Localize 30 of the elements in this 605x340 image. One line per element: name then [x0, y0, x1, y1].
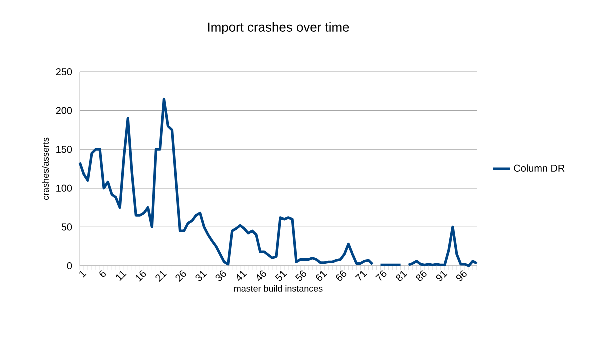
y-tick-label: 150: [56, 146, 72, 154]
x-tick-label: 41: [237, 271, 248, 281]
x-tick-label: 26: [176, 270, 186, 282]
x-tick-label: 36: [216, 270, 226, 282]
x-tick-label: 86: [416, 270, 427, 282]
x-tick-label: 31: [196, 271, 208, 282]
x-tick-label: 6: [100, 270, 106, 278]
y-tick-label: 0: [67, 262, 72, 270]
x-tick-label: 56: [295, 270, 306, 282]
x-tick-label: 61: [316, 271, 328, 282]
x-tick-label: 66: [336, 270, 347, 282]
y-tick-label: 200: [56, 107, 72, 114]
y-tick-label: 100: [56, 184, 72, 192]
y-axis-title: crashes/asserts: [42, 138, 50, 200]
x-tick-label: 46: [257, 270, 266, 282]
x-tick-label: 96: [456, 270, 467, 282]
x-tick-label: 51: [275, 271, 288, 282]
x-tick-label: 1: [80, 271, 87, 278]
y-tick-label: 50: [62, 224, 72, 231]
x-tick-label: 11: [116, 271, 127, 282]
x-tick-label: 81: [396, 271, 408, 282]
x-tick-label: 91: [436, 271, 448, 282]
x-tick-label: 76: [375, 270, 387, 282]
chart-title: Import crashes over time: [208, 22, 350, 34]
x-tick-label: 71: [355, 271, 368, 281]
x-tick-label: 16: [136, 270, 146, 282]
y-tick-label: 250: [56, 68, 72, 76]
x-axis-title: master build instances: [234, 285, 323, 292]
legend-label: Column DR: [514, 164, 565, 172]
x-tick-label: 21: [156, 271, 167, 282]
